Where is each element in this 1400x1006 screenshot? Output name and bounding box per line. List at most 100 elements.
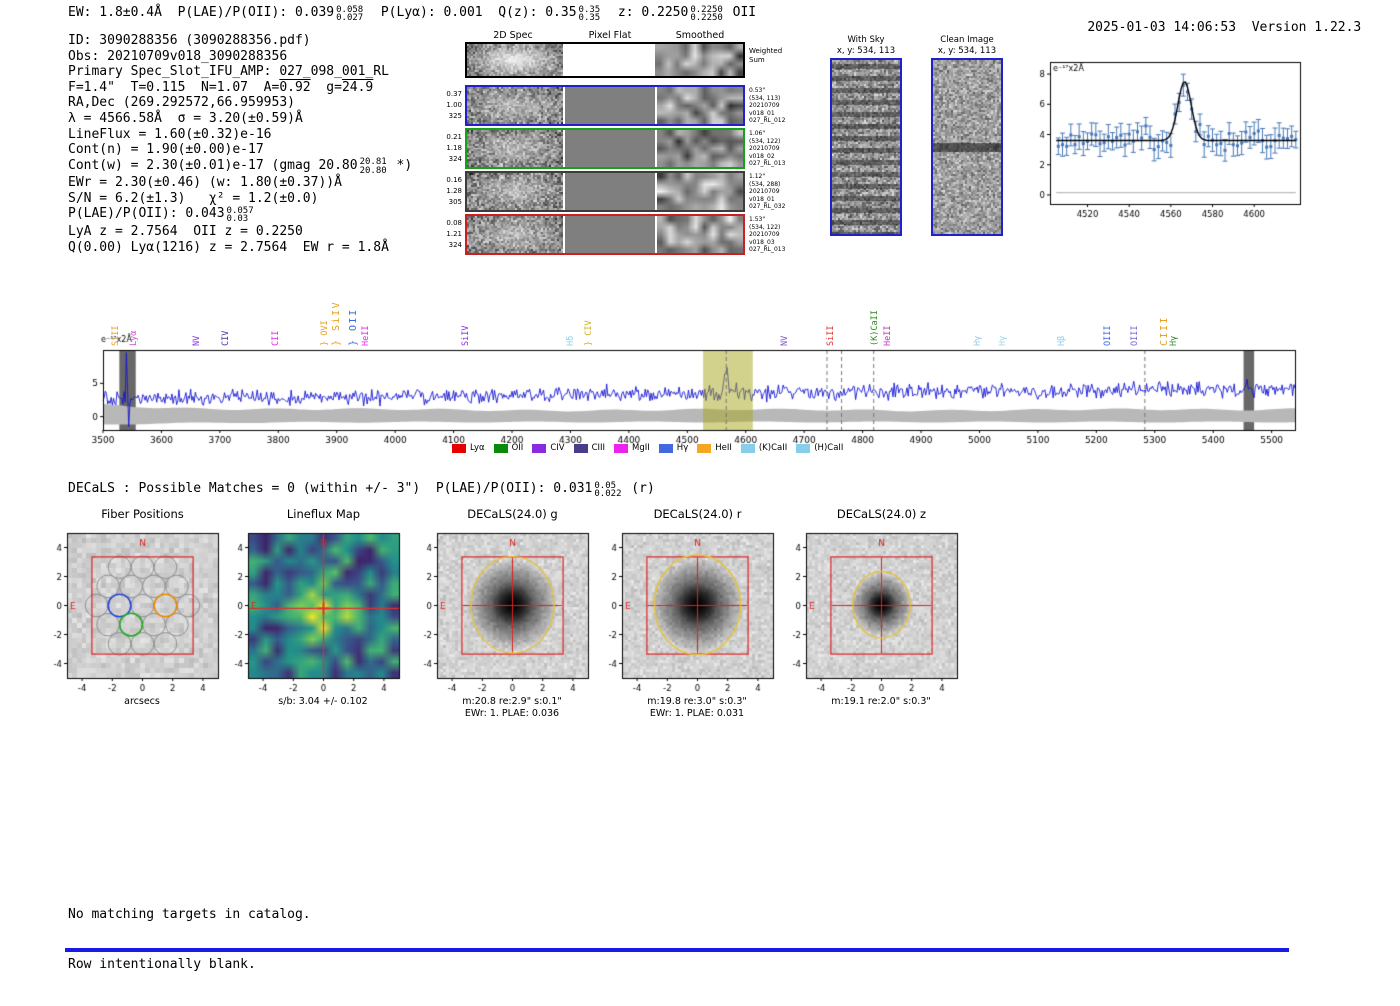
- header-summary-line: EW: 1.8±0.4Å P(LAE)/P(OII): 0.039 0.058 0.…: [68, 5, 756, 23]
- line-label-nv: NV: [191, 335, 202, 346]
- info-line: Cont(w) = 2.30(±0.01)e-17 (gmag 20.80 20.…: [68, 158, 412, 176]
- cutout-smoothed-image: [657, 130, 743, 167]
- cutout-left-label-line: 1.21: [446, 230, 462, 238]
- cutout-row-right-labels: 1.12" (534, 288) 20210709 v018_01 027_RL_032: [749, 173, 801, 211]
- cutout-right-label-line: 20210709: [749, 231, 780, 239]
- cutout-row-left-labels: 0.37 1.00 325: [436, 89, 462, 122]
- legend-swatch: [532, 443, 547, 453]
- cutout-pixelflat-image: [565, 173, 655, 210]
- legend-item-ly: Lyα: [452, 443, 485, 453]
- clean-image-title: Clean Image: [940, 35, 994, 45]
- info-line: P(LAE)/P(OII): 0.043 0.057 0.03: [68, 206, 412, 224]
- decals-r-title: DECaLS(24.0) r: [653, 507, 742, 521]
- footer-notes: No matching targets in catalog. Row inte…: [68, 874, 311, 1006]
- stacked-uncertainty: 0.058 0.027: [336, 4, 364, 23]
- cutout-right-label-line: 0.53": [749, 87, 766, 94]
- stacked-uncertainty: 0.057 0.03: [226, 205, 254, 225]
- line-label-oiii: OIII: [1102, 325, 1113, 346]
- decals-z-title: DECaLS(24.0) z: [836, 507, 927, 521]
- cutout-right-label-line: 20210709: [749, 145, 780, 153]
- text-segment: (r): [623, 481, 655, 496]
- stacked-uncertainty: 0.05 0.022: [594, 480, 622, 499]
- legend-label: (K)CaII: [758, 443, 788, 453]
- cutout-left-label-line: 1.18: [446, 144, 462, 152]
- decals-g-xlabel2: EWr: 1. PLAE: 0.036: [464, 708, 560, 719]
- with-sky-coords: x, y: 534, 113: [836, 46, 896, 56]
- cutout-2dspec-image: [467, 44, 563, 76]
- legend-swatch: [573, 443, 588, 453]
- legend-item-mgii: MgII: [614, 443, 650, 453]
- clean-image: [931, 58, 1003, 236]
- weighted-sum-label-line: Weighted: [749, 47, 783, 55]
- decals-g-cutout: [402, 526, 598, 698]
- text-segment: *): [388, 157, 413, 173]
- legend-label: CIII: [591, 443, 606, 453]
- decals-z-cutout: [771, 526, 967, 698]
- spectral-line-labels: SiII Lyα NV CIV CII} OVI} SiIV} OII HeII SiIV H…: [0, 0, 1400, 360]
- decals-g-xlabel: m:20.8 re:2.9" s:0.1": [462, 696, 562, 707]
- cutout-right-label-line: (534, 122): [749, 223, 781, 231]
- cutout-right-label-line: v018_03: [749, 238, 775, 246]
- line-label-siii: SiII: [110, 325, 121, 346]
- cutout-left-label-line: 0.21: [446, 133, 462, 141]
- text-segment: Cont(n) = 1.90(±0.00)e-17: [68, 142, 264, 158]
- cutout-row-right-labels: 0.53" (534, 113) 20210709 v018_01 027_RL_012: [749, 87, 801, 125]
- info-line: RA,Dec (269.292572,66.959953): [68, 95, 412, 111]
- line-label-h: Hγ: [972, 335, 983, 346]
- cutout-fiber-row: [465, 128, 745, 169]
- text-segment: OII: [724, 5, 757, 20]
- lineflux-map-title: Lineflux Map: [286, 507, 361, 521]
- cutout-row-right-labels: 1.53" (534, 122) 20210709 v018_03 027_RL_013: [749, 216, 801, 254]
- cutout-strip-area: Weighted Sum 0.37 1.00 325 0.53" (534, 113) 202…: [0, 0, 1400, 300]
- legend-swatch: [658, 443, 673, 453]
- line-label-civ: } CIV: [583, 320, 594, 346]
- cutout-fiber-row: [465, 85, 745, 126]
- clean-image-coords: x, y: 534, 113: [937, 46, 997, 56]
- text-segment: P(LAE)/P(OII): 0.043: [68, 206, 225, 222]
- text-segment: LyA z = 2.7564 OII z = 0.2250: [68, 223, 303, 239]
- line-label-h: Hγ: [997, 335, 1008, 346]
- cutout-left-label-line: 0.37: [446, 90, 462, 98]
- cutout-smoothed-image: [657, 216, 743, 253]
- spectrum-legend: Lyα OII CIV CIII MgII Hγ HeII (K)CaII (H)CaII: [452, 443, 852, 453]
- stacked-uncertainty: 0.2250 0.2250: [690, 4, 723, 23]
- cutout-right-label-line: 027_RL_013: [749, 246, 786, 254]
- column-header-smoothed: Smoothed: [675, 30, 725, 41]
- line-label-oii: } OII: [348, 308, 360, 346]
- elixer-report-page: { "header": { "left_segments": [ {"t":"E…: [0, 0, 1400, 972]
- weighted-sum-label: Weighted Sum: [749, 47, 799, 64]
- fiber-xlabel: arcsecs: [124, 696, 160, 707]
- line-label-ciii: CIII: [1158, 315, 1170, 346]
- decals-r-xlabel2: EWr: 1. PLAE: 0.031: [649, 708, 745, 719]
- cutout-weighted-row: [465, 42, 745, 78]
- text-segment: 0.92: [279, 79, 311, 95]
- decals-z-xlabel: m:19.1 re:2.0" s:0.3": [831, 696, 931, 707]
- info-line: LineFlux = 1.60(±0.32)e-16: [68, 127, 412, 143]
- cutout-left-label-line: 325: [448, 112, 462, 120]
- cutout-right-label-line: 20210709: [749, 188, 780, 196]
- line-label-siii: SiII: [826, 325, 837, 346]
- line-label-kcaii: (K)CaII: [869, 310, 880, 346]
- cutout-2dspec-image: [467, 216, 563, 253]
- cutout-left-label-line: 1.28: [446, 187, 462, 195]
- lineflux-xlabel: s/b: 3.04 +/- 0.102: [278, 696, 368, 707]
- footer-line-1: No matching targets in catalog.: [68, 907, 311, 922]
- legend-item-hcaii: (H)CaII: [796, 443, 843, 453]
- bottom-separator-bar: [65, 948, 1289, 952]
- cutout-right-label-line: 027_RL_032: [749, 203, 786, 211]
- legend-label: MgII: [632, 443, 650, 453]
- fiber-positions-title: Fiber Positions: [101, 507, 184, 521]
- line-label-heii: HeII: [360, 325, 371, 346]
- info-line: Cont(n) = 1.90(±0.00)e-17: [68, 142, 412, 158]
- cutout-right-label-line: v018_01: [749, 195, 775, 203]
- column-header-pixelflat: Pixel Flat: [588, 30, 632, 41]
- legend-item-h: Hγ: [658, 443, 688, 453]
- line-label-siiv: SiIV: [460, 325, 471, 346]
- weighted-sum-label-line: Sum: [749, 55, 765, 64]
- cutout-right-label-line: 027_RL_013: [749, 160, 786, 168]
- legend-item-oii: OII: [493, 443, 523, 453]
- decals-r-cutout: [587, 526, 783, 698]
- line-label-h: Hγ: [1169, 335, 1180, 346]
- info-line: ID: 3090288356 (3090288356.pdf): [68, 33, 412, 49]
- cutout-smoothed-image: [657, 173, 743, 210]
